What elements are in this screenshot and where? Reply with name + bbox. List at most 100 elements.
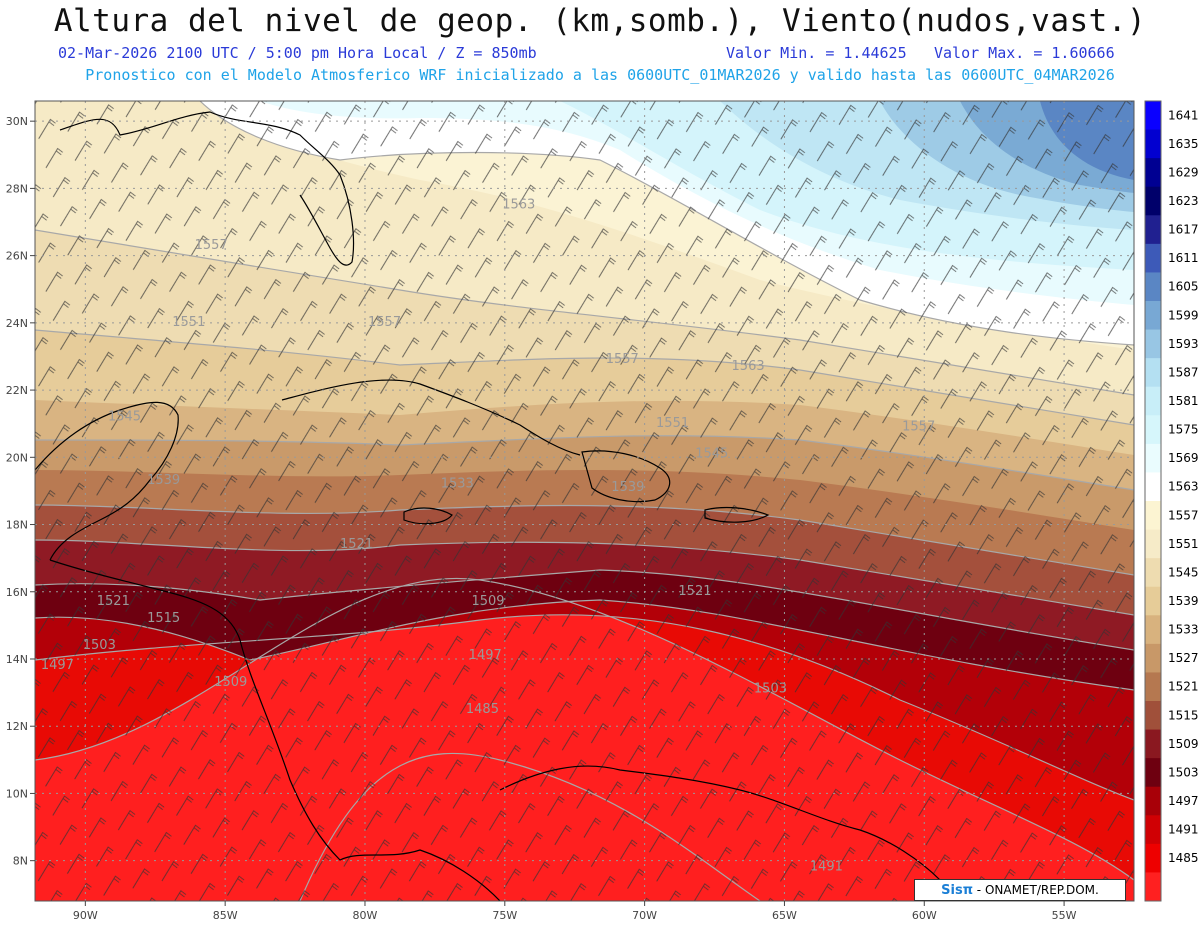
colorbar-label: 1509 — [1168, 737, 1199, 751]
contour-label: 1509 — [471, 594, 504, 609]
colorbar-segment — [1145, 186, 1161, 216]
colorbar-label: 1491 — [1168, 823, 1199, 837]
colorbar-segment — [1145, 615, 1161, 645]
lat-label: 28N — [6, 182, 28, 195]
colorbar-label: 1539 — [1168, 594, 1199, 608]
colorbar-segment — [1145, 215, 1161, 245]
lon-label: 80W — [353, 909, 378, 922]
colorbar-segment — [1145, 586, 1161, 616]
contour-label: 1557 — [606, 352, 639, 367]
colorbar-segment — [1145, 272, 1161, 302]
colorbar-label: 1515 — [1168, 708, 1199, 722]
lat-label: 24N — [6, 317, 28, 330]
lat-label: 26N — [6, 250, 28, 263]
forecast-subtitle: 02-Mar-2026 2100 UTC / 5:00 pm Hora Loca… — [0, 44, 1200, 66]
contour-label: 1485 — [466, 702, 499, 717]
credit-org: - ONAMET/REP.DOM. — [972, 883, 1099, 897]
colorbar-label: 1575 — [1168, 423, 1199, 437]
colorbar-label: 1503 — [1168, 765, 1199, 779]
contour-label: 1521 — [97, 594, 130, 609]
contour-label: 1509 — [214, 675, 247, 690]
colorbar-segment — [1145, 243, 1161, 273]
colorbar-label: 1485 — [1168, 851, 1199, 865]
credit-box: Sisπ - ONAMET/REP.DOM. — [914, 879, 1126, 901]
contour-label: 1563 — [502, 198, 535, 213]
colorbar-label: 1551 — [1168, 537, 1199, 551]
latitude-labels: 30N 28N 26N 24N 22N 20N 18N 16N 14N 12N 10N 8N — [6, 115, 35, 868]
colorbar-segment — [1145, 672, 1161, 702]
colorbar-label: 1605 — [1168, 280, 1199, 294]
lon-label: 85W — [213, 909, 238, 922]
colorbar-label: 1617 — [1168, 223, 1199, 237]
contour-label: 1557 — [902, 419, 935, 434]
contour-label: 1503 — [754, 682, 787, 697]
colorbar-segment — [1145, 301, 1161, 331]
colorbar-label: 1545 — [1168, 565, 1199, 579]
graticule — [35, 101, 1134, 901]
contour-label-layer: 1563 1557 1551 1557 1557 1563 1545 1551 1557 1545… — [41, 198, 935, 875]
colorbar-segment — [1145, 815, 1161, 845]
lat-label: 10N — [6, 787, 28, 800]
lon-label: 60W — [912, 909, 937, 922]
contour-label: 1551 — [172, 315, 205, 330]
colorbar-segment — [1145, 101, 1161, 131]
colorbar-segment — [1145, 872, 1161, 902]
map-area: 1563 1557 1551 1557 1557 1563 1545 1551 1557 1545… — [35, 101, 1134, 901]
colorbar-segment — [1145, 501, 1161, 531]
contour-label: 1515 — [147, 611, 180, 626]
coastlines — [35, 111, 941, 901]
colorbar-segment — [1145, 329, 1161, 359]
colorbar-label: 1593 — [1168, 337, 1199, 351]
lat-label: 22N — [6, 384, 28, 397]
contour-label: 1491 — [810, 860, 843, 875]
lat-label: 12N — [6, 720, 28, 733]
contour-label: 1539 — [611, 480, 644, 495]
lat-label: 14N — [6, 653, 28, 666]
colorbar-segment — [1145, 529, 1161, 559]
lat-label: 20N — [6, 451, 28, 464]
colorbar-frame — [1144, 100, 1162, 902]
colorbar-segment — [1145, 443, 1161, 473]
wind-barbs — [35, 101, 1134, 901]
contour-label: 1533 — [441, 477, 474, 492]
colorbar-segment — [1145, 386, 1161, 416]
contour-label: 1497 — [469, 648, 502, 663]
map-title: Altura del nivel de geop. (km,somb.), Vi… — [53, 3, 1147, 39]
colorbar-segment — [1145, 843, 1161, 873]
colorbar-label: 1497 — [1168, 794, 1199, 808]
longitude-labels: 90W 85W 80W 75W 70W 65W 60W 55W — [73, 901, 1077, 922]
contour-label: 1503 — [83, 638, 116, 653]
colorbar-label: 1527 — [1168, 651, 1199, 665]
colorbar-segment — [1145, 643, 1161, 673]
forecast-datetime: 02-Mar-2026 2100 UTC / 5:00 pm Hora Loca… — [58, 44, 537, 62]
lon-label: 90W — [73, 909, 98, 922]
lon-label: 65W — [772, 909, 797, 922]
contour-label: 1521 — [340, 537, 373, 552]
colorbar-label: 1521 — [1168, 680, 1199, 694]
lat-label: 16N — [6, 586, 28, 599]
lat-label: 8N — [13, 855, 28, 868]
colorbar-label: 1599 — [1168, 308, 1199, 322]
lon-label: 55W — [1052, 909, 1077, 922]
colorbar-segment — [1145, 729, 1161, 759]
colorbar-label: 1635 — [1168, 137, 1199, 151]
value-min: Valor Min. = 1.44625 — [726, 44, 907, 62]
colorbar-segment — [1145, 415, 1161, 445]
contour-label: 1557 — [195, 238, 228, 253]
colorbar-label: 1563 — [1168, 480, 1199, 494]
colorbar-segment — [1145, 701, 1161, 731]
contour-label: 1551 — [656, 416, 689, 431]
lat-label: 30N — [6, 115, 28, 128]
colorbar-label: 1641 — [1168, 108, 1199, 122]
contour-label: 1497 — [41, 658, 74, 673]
contour-label: 1563 — [732, 359, 765, 374]
colorbar-segment — [1145, 786, 1161, 816]
colorbar-label: 1587 — [1168, 365, 1199, 379]
colorbar-segment — [1145, 558, 1161, 588]
colorbar-label: 1569 — [1168, 451, 1199, 465]
colorbar-label: 1557 — [1168, 508, 1199, 522]
colorbar-segment — [1145, 358, 1161, 388]
contour-label: 1539 — [147, 473, 180, 488]
colorbar-segment — [1145, 129, 1161, 159]
